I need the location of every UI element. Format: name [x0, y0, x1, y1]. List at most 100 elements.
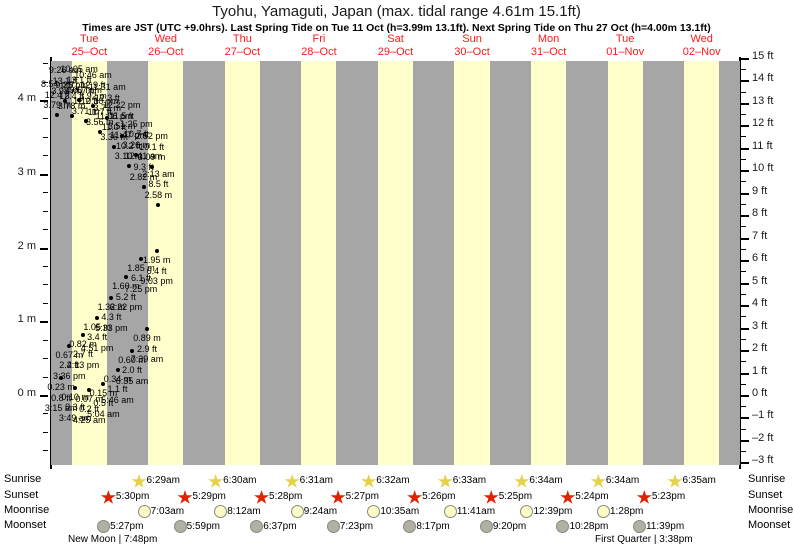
sunset-star-icon — [636, 490, 652, 505]
row-label-sunrise-left: Sunrise — [4, 473, 42, 485]
page-subtitle: Times are JST (UTC +9.0hrs). Last Spring… — [82, 22, 711, 34]
tide-point-marker — [139, 256, 144, 261]
y-label-left: 4 m — [17, 92, 36, 104]
tide-metres: 3.26 m — [122, 139, 151, 150]
tide-feet: 0.3 ft — [65, 402, 86, 413]
tide-low-label: 0.07 m 0.2 ft 4:25 am — [57, 394, 121, 426]
day-header-5: Sat 29–Oct — [357, 33, 434, 59]
tide-feet: 13.1 ft — [52, 75, 78, 86]
tide-low-label: 0.60 m 2.0 ft 6:35 am — [100, 355, 164, 387]
y-tick-right — [741, 57, 749, 60]
moonrise-moon-icon-glyph — [520, 505, 534, 518]
tide-point-marker — [154, 249, 159, 254]
tide-time: 8:54 pm — [41, 79, 74, 90]
moonrise-time: 1:28pm — [610, 506, 644, 517]
tide-time: 7:39 am — [130, 354, 164, 365]
tide-feet: 2.9 ft — [136, 343, 157, 354]
sunset-star-icon-glyph — [483, 490, 499, 504]
tide-low-label: 0.34 m 1.1 ft 5:46 am — [86, 374, 150, 406]
moonrise-moon-icon-glyph — [367, 505, 381, 518]
y-tick-right — [741, 451, 746, 453]
moonset-moon-icon — [556, 520, 570, 533]
tide-point-marker — [115, 367, 120, 372]
y-tick-left — [43, 63, 48, 65]
y-tick-left — [43, 118, 48, 120]
tide-metres: 1.95 m — [142, 255, 171, 266]
moonrise-time: 7:03am — [150, 506, 185, 517]
tide-time: 12:22 pm — [102, 100, 141, 111]
day-header-3: Thu 27–Oct — [204, 33, 281, 59]
day-header-6: Sun 30–Oct — [434, 33, 511, 59]
tide-time: 4:13 pm — [66, 359, 100, 370]
tide-feet: 11.5 ft — [109, 110, 134, 121]
sunset-time: 5:23pm — [651, 491, 686, 502]
tide-high-label: 9:25 pm 12.4 ft 3.78 m — [40, 80, 104, 112]
moonset-moon-icon-glyph — [250, 520, 264, 533]
y-label-right: 10 ft — [752, 162, 774, 175]
night-band — [336, 61, 378, 465]
sunset-time: 5:27pm — [345, 491, 379, 502]
tide-feet: 12.9 ft — [80, 80, 106, 91]
tide-feet: 12.4 ft — [44, 89, 70, 100]
tide-high-label: 10:05 am 13.1 ft 4.00 m — [47, 64, 111, 96]
tide-time: 9:26 am — [48, 65, 82, 76]
tide-time: 9:03 pm — [140, 276, 173, 287]
moon-phase-2: First Quarter | 3:38pm — [595, 534, 693, 545]
tide-point-marker — [123, 275, 128, 279]
moonrise-time: 12:39pm — [533, 506, 573, 517]
moonset-moon-icon — [173, 520, 187, 533]
moonset-moon-icon — [97, 520, 111, 533]
day-header-date: 28–Oct — [301, 46, 337, 58]
row-label-moonrise-left: Moonrise — [4, 504, 50, 516]
moonset-moon-icon-glyph — [479, 520, 493, 533]
sunrise-star-icon-glyph — [131, 474, 147, 488]
y-tick-right — [741, 203, 746, 205]
y-label-right: 9 ft — [752, 184, 768, 197]
y-label-right: –1 ft — [752, 409, 774, 422]
tide-point-marker — [141, 185, 146, 190]
day-header-weekday: Tue — [80, 33, 99, 45]
tide-time: 4:25 am — [72, 414, 106, 425]
y-tick-left — [40, 173, 48, 176]
tide-time: 9:57 pm — [69, 85, 102, 96]
tide-feet: 10.2 ft — [116, 140, 142, 151]
tide-high-label: 10:46 am 12.9 ft 3.92 m — [61, 70, 125, 102]
moonset-moon-icon-glyph — [326, 520, 340, 533]
y-tick-left — [43, 229, 48, 231]
moonset-moon-icon-glyph — [556, 520, 570, 533]
day-header-date: 02–Nov — [682, 46, 721, 58]
day-header-date: 31–Oct — [530, 46, 567, 58]
tide-low-label: 0.23 m 0.8 ft 3:15 am — [29, 382, 93, 414]
sunrise-star-icon-glyph — [208, 474, 224, 488]
tide-metres: 3.98 m — [51, 86, 79, 97]
sunset-star-icon — [254, 490, 270, 505]
sunset-star-icon-glyph — [330, 490, 346, 504]
y-tick-left — [43, 265, 48, 267]
tide-point-marker — [97, 130, 102, 135]
y-tick-right — [741, 439, 749, 442]
tide-feet: 3.4 ft — [87, 332, 108, 343]
tide-metres: 3.78 m — [57, 101, 86, 112]
tide-feet: 5.2 ft — [115, 291, 136, 302]
sunset-time: 5:30pm — [115, 491, 150, 502]
tide-time: 10:30 pm — [81, 96, 119, 107]
row-label-moonset-right: Moonset — [748, 519, 791, 531]
tide-feet: 4.3 ft — [101, 312, 122, 323]
tide-metres: 3.56 m — [86, 117, 114, 128]
y-tick-left — [43, 431, 48, 433]
y-tick-left — [43, 450, 48, 452]
tide-time: 5:04 am — [87, 408, 120, 419]
tide-low-label: 1.85 m 6.1 ft 7:25 pm — [109, 263, 173, 295]
y-label-right: 12 ft — [752, 117, 774, 130]
tide-metres: 2.58 m — [144, 189, 173, 200]
sunset-star-icon — [407, 490, 423, 505]
moonrise-moon-icon-glyph — [443, 505, 457, 518]
tide-time: 11:31 am — [88, 82, 126, 93]
page-title: Tyohu, Yamaguti, Japan (max. tidal range… — [212, 3, 581, 20]
tide-time: 3:36 pm — [52, 370, 86, 381]
tide-point-marker — [63, 99, 68, 104]
tide-time: 10:46 am — [74, 69, 112, 80]
y-tick-left — [43, 155, 48, 157]
moonset-moon-icon-glyph — [97, 520, 111, 533]
y-tick-right — [741, 91, 746, 93]
